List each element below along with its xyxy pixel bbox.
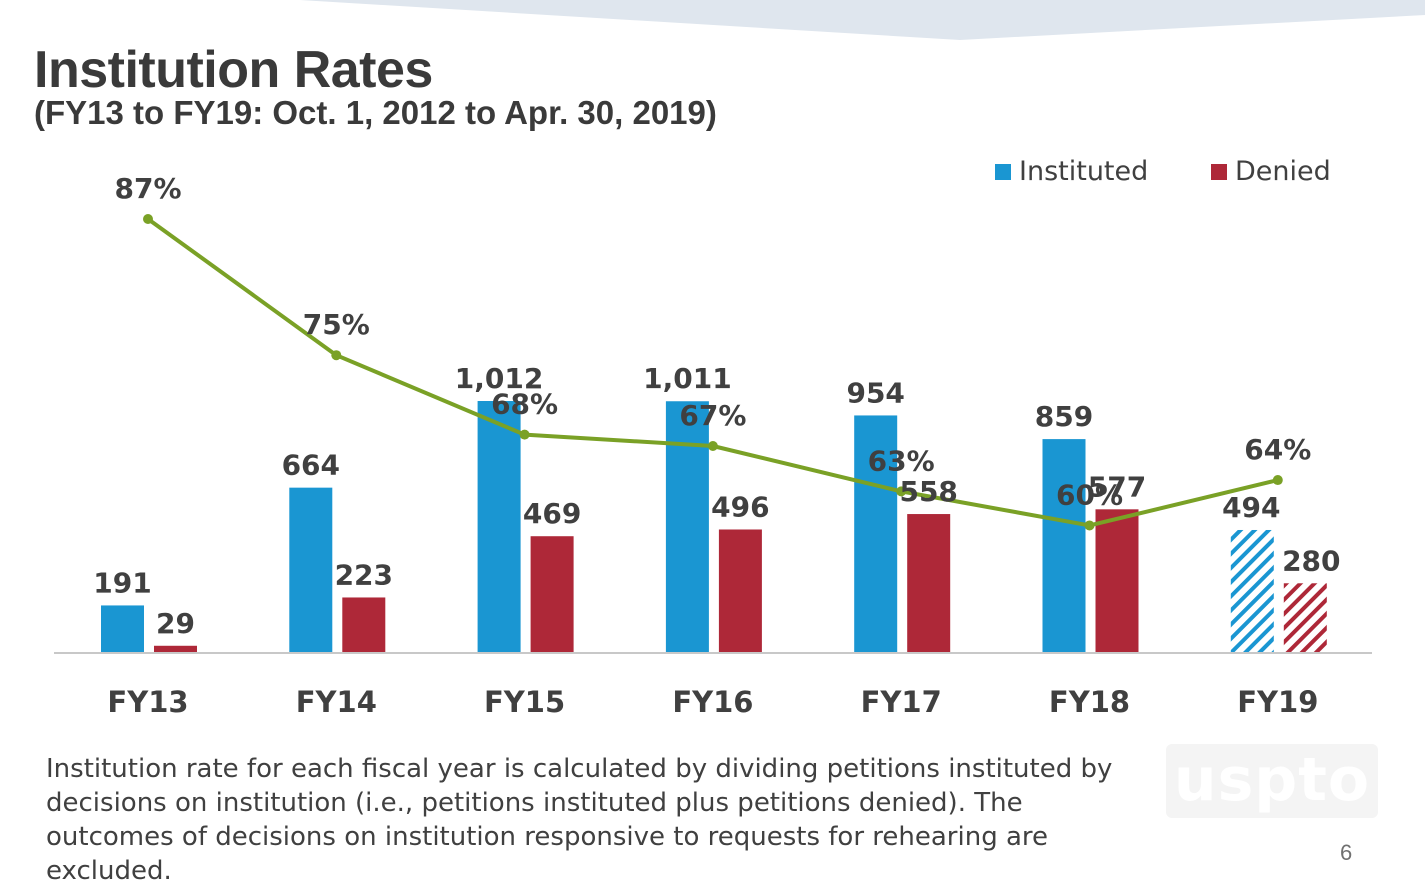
bar-instituted-fy19 [1230, 529, 1274, 653]
x-tick-label-fy17: FY17 [861, 685, 942, 719]
rate-label-fy16: 67% [679, 399, 746, 432]
bar-denied-fy14 [342, 597, 386, 653]
x-tick-label-fy18: FY18 [1049, 685, 1130, 719]
rate-label-fy17: 63% [868, 444, 935, 477]
label-denied-fy14: 223 [335, 558, 393, 591]
label-denied-fy15: 469 [523, 497, 581, 530]
rate-label-fy13: 87% [114, 172, 181, 205]
x-tick-label-fy16: FY16 [672, 685, 753, 719]
legend-label-instituted: Instituted [1019, 156, 1149, 187]
rate-point-fy17 [896, 486, 907, 497]
label-denied-fy13: 29 [156, 607, 195, 640]
bar-instituted-fy17 [854, 415, 898, 653]
rate-label-fy15: 68% [491, 388, 558, 421]
legend-item-denied: Denied [1211, 156, 1331, 187]
bar-denied-fy19 [1283, 583, 1327, 653]
legend-item-instituted: Instituted [995, 156, 1148, 187]
bar-instituted-fy16 [665, 401, 709, 653]
chart-legend: Instituted Denied [995, 156, 1355, 190]
bar-denied-fy16 [718, 529, 762, 653]
bar-instituted-fy15 [477, 401, 521, 653]
label-denied-fy17: 558 [899, 475, 957, 508]
x-tick-label-fy15: FY15 [484, 685, 565, 719]
rate-point-fy18 [1084, 520, 1095, 531]
label-instituted-fy14: 664 [282, 449, 340, 482]
label-instituted-fy16: 1,011 [643, 362, 732, 395]
page-number: 6 [1340, 840, 1353, 865]
rate-point-fy15 [519, 429, 530, 440]
legend-label-denied: Denied [1235, 156, 1331, 187]
legend-swatch-instituted [995, 163, 1011, 180]
bar-denied-fy17 [907, 514, 951, 653]
page-subtitle: (FY13 to FY19: Oct. 1, 2012 to Apr. 30, … [34, 94, 717, 131]
rate-point-fy16 [707, 441, 718, 451]
rate-label-fy18: 60% [1056, 478, 1123, 511]
label-instituted-fy17: 954 [846, 376, 904, 409]
footnote: Institution rate for each fiscal year is… [46, 754, 1113, 886]
rate-label-fy19: 64% [1244, 433, 1311, 466]
legend-swatch-denied [1211, 163, 1227, 180]
rate-point-fy19 [1272, 475, 1283, 486]
uspto-logo: uspto [1166, 744, 1378, 818]
rate-point-fy13 [143, 214, 153, 224]
x-tick-label-fy19: FY19 [1237, 685, 1318, 719]
label-instituted-fy19: 494 [1222, 491, 1280, 524]
bar-instituted-fy14 [289, 487, 333, 653]
label-instituted-fy18: 859 [1035, 400, 1093, 433]
bar-denied-fy18 [1095, 509, 1139, 653]
rate-point-fy14 [331, 350, 342, 361]
label-denied-fy18: 577 [1088, 470, 1146, 503]
label-instituted-fy15: 1,012 [455, 362, 544, 395]
label-denied-fy16: 496 [711, 490, 769, 523]
x-tick-label-fy14: FY14 [296, 685, 377, 719]
x-tick-label-fy13: FY13 [107, 685, 188, 719]
label-denied-fy19: 280 [1282, 544, 1340, 577]
rate-label-fy14: 75% [303, 308, 370, 341]
bar-denied-fy15 [530, 536, 574, 653]
bar-instituted-fy18 [1042, 439, 1086, 653]
header-band [0, 0, 1425, 40]
label-instituted-fy13: 191 [93, 566, 151, 599]
bar-instituted-fy13 [101, 605, 144, 653]
bar-denied-fy13 [154, 645, 197, 653]
page-title: Institution Rates [34, 41, 433, 99]
